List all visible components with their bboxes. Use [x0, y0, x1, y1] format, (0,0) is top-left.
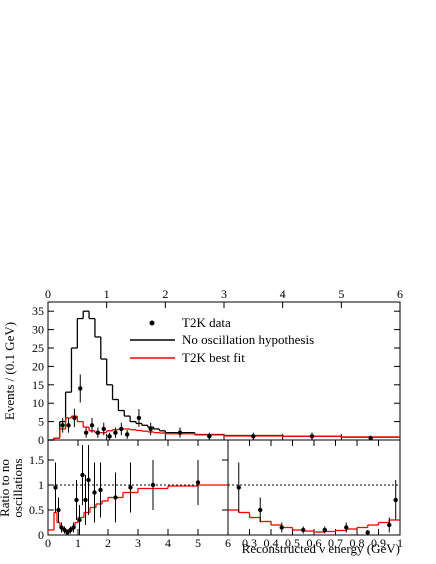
y-tick-label: 0 [38, 433, 44, 447]
data-point [66, 423, 71, 428]
x-tick-label: 3 [135, 536, 141, 550]
data-point [101, 426, 106, 432]
x-tick-label: 0.5 [285, 536, 300, 550]
plot-frame [227, 439, 401, 536]
x-axis-label: Reconstructed ν energy (GeV) [242, 541, 400, 556]
data-point [113, 430, 118, 435]
y-tick-label: 10 [32, 396, 44, 410]
y-tick-label: 25 [32, 341, 44, 355]
data-point [89, 423, 95, 428]
x-tick-label: 0 [45, 536, 51, 550]
y-tick-label: 0 [38, 528, 44, 542]
y-tick-label: 5 [38, 415, 44, 429]
y-tick-label: 15 [32, 378, 44, 392]
data-point [80, 472, 85, 478]
data-point [60, 423, 65, 428]
y-tick-label: 35 [32, 304, 44, 318]
x-tick-label: 4 [280, 287, 286, 301]
x-tick-label: 3 [221, 287, 227, 301]
data-point [72, 415, 77, 421]
data-point [393, 497, 398, 503]
data-point [322, 527, 327, 533]
data-point [207, 434, 212, 439]
data-point [77, 517, 82, 523]
x-tick-label: 4 [165, 536, 171, 550]
data-point [59, 525, 64, 530]
x-tick-label: 2 [162, 287, 168, 301]
data-point [251, 434, 256, 439]
data-point [107, 434, 112, 439]
data-point [113, 495, 118, 500]
data-point [68, 527, 73, 533]
x-tick-label: 0.4 [264, 536, 279, 550]
x-tick-label: 5 [195, 536, 201, 550]
data-point [62, 527, 67, 533]
data-point [74, 497, 79, 503]
data-point [309, 434, 315, 439]
y-axis-label: oscillations [10, 458, 25, 517]
data-point [83, 430, 89, 435]
legend-label: T2K best fit [182, 350, 245, 365]
data-point [71, 525, 76, 530]
data-point [258, 507, 263, 513]
data-point [119, 426, 124, 432]
data-point [53, 485, 58, 490]
data-point [148, 426, 153, 432]
y-tick-label: 30 [32, 323, 44, 337]
data-point [279, 525, 284, 530]
data-point [98, 487, 103, 493]
plot-frame [47, 439, 229, 536]
legend-label: T2K data [182, 315, 231, 330]
x-tick-label: 6 [397, 287, 403, 301]
data-point [125, 432, 130, 437]
x-tick-label: 0.7 [328, 536, 343, 550]
data-point [387, 522, 392, 528]
data-point [78, 386, 83, 391]
y-axis-label: Events / (0.1 GeV) [2, 322, 17, 420]
data-point [368, 435, 373, 441]
x-tick-label: 1 [75, 536, 81, 550]
y-tick-label: 0.5 [29, 503, 44, 517]
y-tick-label: 1 [38, 478, 44, 492]
data-point [95, 430, 101, 435]
data-point [344, 525, 349, 530]
y-axis-label: Ratio to no [0, 459, 12, 517]
y-tick-label: 1.5 [29, 453, 44, 467]
x-tick-label: 0.9 [371, 536, 386, 550]
x-tick-label: 0 [45, 287, 51, 301]
data-point [92, 490, 97, 495]
data-point [83, 497, 88, 503]
x-tick-label: 0.8 [350, 536, 365, 550]
y-tick-label: 20 [32, 359, 44, 373]
data-point [195, 480, 201, 485]
data-point [177, 430, 183, 435]
x-tick-label: 1 [397, 536, 403, 550]
data-point [86, 477, 91, 483]
x-tick-label: 2 [105, 536, 111, 550]
x-tick-label: 0.6 [307, 536, 322, 550]
data-point [65, 530, 70, 535]
data-point [301, 527, 306, 533]
x-tick-label: 0.3 [242, 536, 257, 550]
data-point [128, 485, 133, 490]
data-point [236, 485, 241, 490]
data-point [136, 415, 142, 421]
x-tick-label: 6 [225, 536, 231, 550]
data-point [365, 530, 370, 535]
legend-marker [149, 320, 155, 326]
legend-label: No oscillation hypothesis [182, 332, 314, 347]
data-point [150, 482, 156, 488]
data-point [56, 507, 61, 513]
x-tick-label: 5 [338, 287, 344, 301]
x-tick-label: 1 [104, 287, 110, 301]
